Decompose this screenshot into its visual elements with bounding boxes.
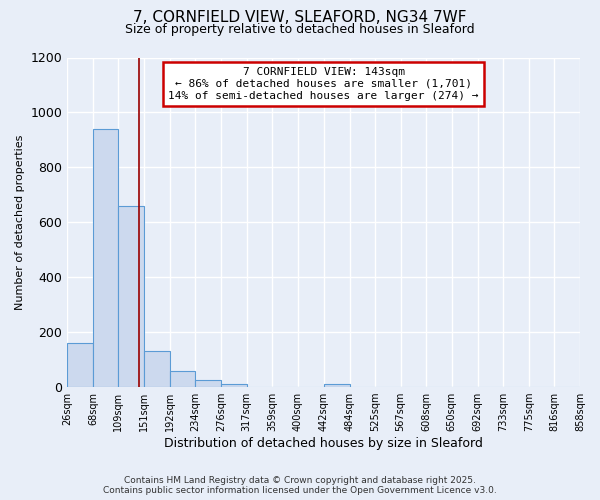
Bar <box>196 380 221 387</box>
X-axis label: Distribution of detached houses by size in Sleaford: Distribution of detached houses by size … <box>164 437 483 450</box>
Text: 7, CORNFIELD VIEW, SLEAFORD, NG34 7WF: 7, CORNFIELD VIEW, SLEAFORD, NG34 7WF <box>133 10 467 25</box>
Text: Size of property relative to detached houses in Sleaford: Size of property relative to detached ho… <box>125 22 475 36</box>
Bar <box>323 384 350 387</box>
Bar <box>170 370 196 387</box>
Text: Contains HM Land Registry data © Crown copyright and database right 2025.
Contai: Contains HM Land Registry data © Crown c… <box>103 476 497 495</box>
Bar <box>118 206 145 387</box>
Y-axis label: Number of detached properties: Number of detached properties <box>15 134 25 310</box>
Bar <box>93 129 118 387</box>
Bar <box>145 352 170 387</box>
Bar <box>221 384 247 387</box>
Bar <box>67 343 93 387</box>
Text: 7 CORNFIELD VIEW: 143sqm
← 86% of detached houses are smaller (1,701)
14% of sem: 7 CORNFIELD VIEW: 143sqm ← 86% of detach… <box>169 68 479 100</box>
